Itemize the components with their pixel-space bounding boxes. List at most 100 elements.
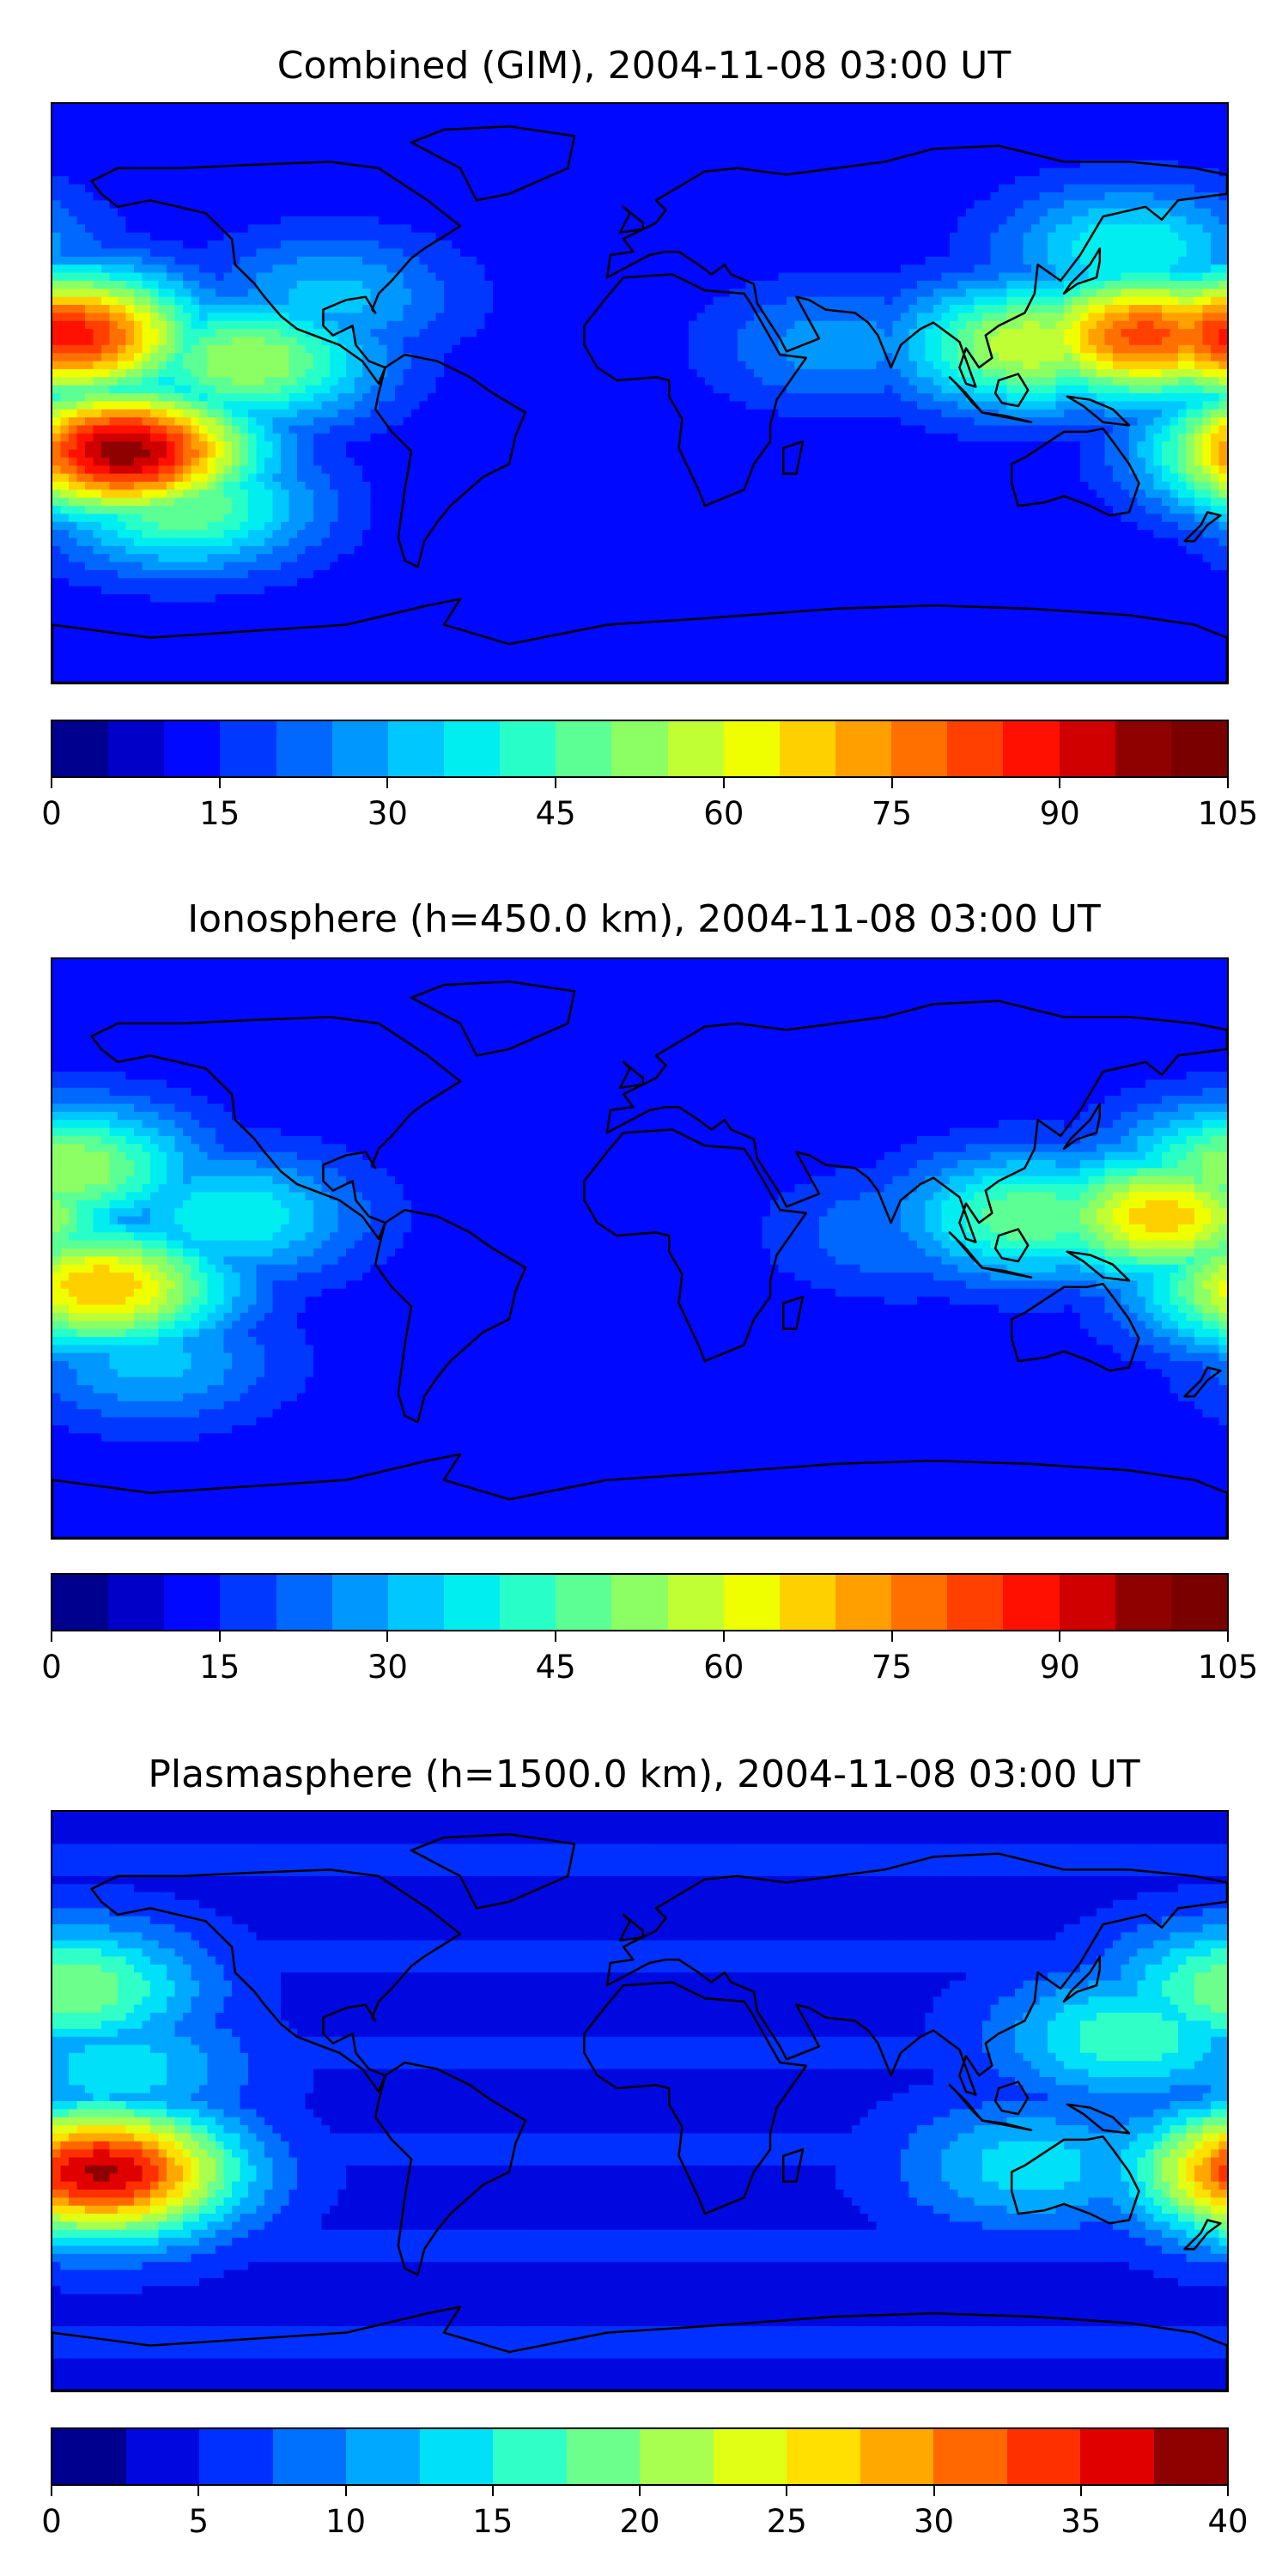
heatmap-cell	[958, 120, 967, 129]
heatmap-cell	[1048, 249, 1056, 258]
heatmap-cell	[428, 168, 436, 177]
heatmap-cell	[958, 233, 967, 241]
heatmap-cell	[697, 305, 706, 313]
heatmap-cell	[550, 273, 559, 282]
heatmap-cell	[705, 305, 714, 313]
heatmap-cell	[264, 249, 273, 258]
heatmap-cell	[1024, 353, 1032, 361]
heatmap-cell	[1211, 249, 1219, 258]
heatmap-cell	[313, 120, 322, 129]
heatmap-cell	[583, 240, 592, 249]
heatmap-cell	[550, 224, 559, 233]
heatmap-cell	[632, 112, 641, 120]
heatmap-cell	[893, 209, 902, 217]
heatmap-cell	[1162, 257, 1170, 265]
heatmap-cell	[404, 104, 412, 112]
heatmap-cell	[632, 337, 641, 345]
heatmap-cell	[411, 297, 420, 306]
heatmap-cell	[273, 136, 282, 144]
heatmap-cell	[926, 289, 934, 297]
heatmap-cell	[779, 369, 787, 378]
heatmap-cell	[330, 321, 338, 330]
heatmap-cell	[281, 249, 289, 258]
heatmap-cell	[257, 240, 265, 249]
heatmap-cell	[917, 353, 926, 361]
heatmap-cell	[224, 209, 233, 217]
heatmap-cell	[444, 369, 453, 378]
heatmap-cell	[746, 120, 755, 129]
heatmap-cell	[175, 297, 184, 306]
heatmap-cell	[607, 192, 616, 201]
heatmap-cell	[420, 329, 428, 337]
heatmap-cell	[1048, 192, 1056, 201]
heatmap-cell	[648, 305, 657, 313]
heatmap-cell	[1145, 152, 1154, 161]
heatmap-cell	[1154, 192, 1163, 201]
heatmap-cell	[118, 337, 126, 345]
heatmap-cell	[901, 305, 909, 313]
heatmap-cell	[224, 161, 233, 169]
heatmap-cell	[746, 224, 755, 233]
heatmap-cell	[1040, 233, 1048, 241]
heatmap-cell	[835, 104, 844, 112]
heatmap-cell	[909, 353, 918, 361]
heatmap-cell	[1194, 345, 1203, 354]
heatmap-cell	[689, 321, 697, 330]
heatmap-cell	[689, 240, 697, 249]
heatmap-cell	[477, 112, 485, 120]
heatmap-cell	[542, 161, 550, 169]
heatmap-cell	[110, 273, 118, 282]
heatmap-cell	[216, 329, 224, 337]
heatmap-cell	[975, 345, 983, 354]
heatmap-cell	[942, 345, 951, 354]
heatmap-cell	[933, 104, 942, 112]
heatmap-cell	[518, 264, 526, 273]
heatmap-cell	[844, 297, 853, 306]
heatmap-cell	[411, 240, 420, 249]
heatmap-cell	[852, 136, 860, 144]
heatmap-cell	[868, 305, 877, 313]
heatmap-cell	[868, 289, 877, 297]
heatmap-cell	[257, 185, 265, 193]
heatmap-cell	[485, 152, 494, 161]
heatmap-cell	[306, 168, 314, 177]
heatmap-cell	[640, 281, 648, 289]
heatmap-cell	[1187, 144, 1195, 153]
heatmap-cell	[1007, 209, 1016, 217]
heatmap-cell	[118, 257, 126, 265]
heatmap-cell	[118, 377, 126, 386]
heatmap-cell	[982, 216, 991, 225]
heatmap-cell	[942, 281, 951, 289]
heatmap-cell	[355, 224, 363, 233]
heatmap-cell	[877, 200, 885, 209]
heatmap-cell	[428, 120, 436, 129]
heatmap-cell	[289, 369, 298, 378]
heatmap-cell	[665, 361, 673, 370]
heatmap-cell	[52, 369, 61, 378]
heatmap-cell	[110, 264, 118, 273]
heatmap-cell	[991, 264, 999, 273]
heatmap-cell	[950, 305, 958, 313]
heatmap-cell	[991, 297, 999, 306]
heatmap-cell	[1145, 112, 1154, 120]
heatmap-cell	[991, 249, 999, 258]
heatmap-cell	[338, 361, 347, 370]
heatmap-cell	[942, 321, 951, 330]
heatmap-cell	[175, 152, 184, 161]
heatmap-cell	[583, 281, 592, 289]
heatmap-cell	[224, 152, 233, 161]
heatmap-cell	[248, 249, 257, 258]
heatmap-cell	[338, 313, 347, 321]
heatmap-cell	[623, 176, 632, 185]
heatmap-cell	[313, 136, 322, 144]
heatmap-cell	[893, 273, 902, 282]
heatmap-cell	[1056, 104, 1065, 112]
heatmap-cell	[550, 377, 559, 386]
heatmap-cell	[835, 377, 844, 386]
heatmap-cell	[909, 321, 918, 330]
heatmap-cell	[730, 200, 738, 209]
heatmap-cell	[1121, 281, 1130, 289]
heatmap-cell	[835, 128, 844, 137]
heatmap-cell	[118, 192, 126, 201]
heatmap-cell	[509, 377, 518, 386]
